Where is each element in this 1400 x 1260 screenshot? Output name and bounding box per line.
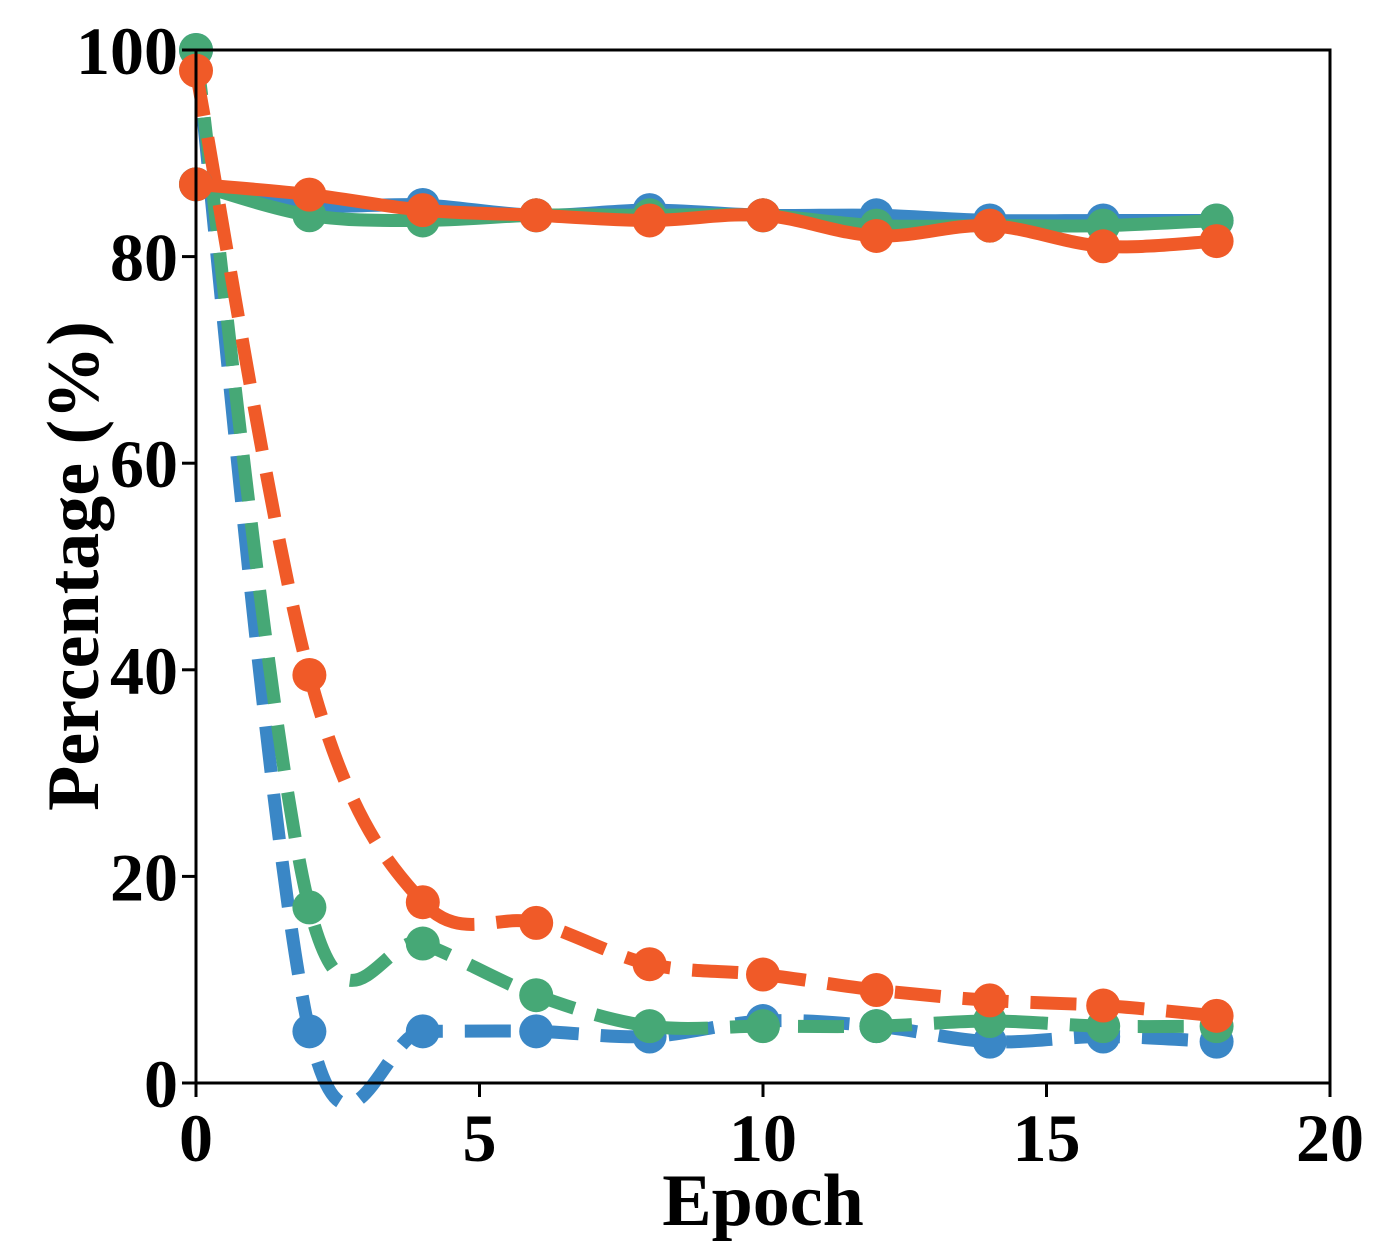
data-point	[292, 657, 327, 692]
x-tick-label: 15	[1013, 1100, 1081, 1176]
x-axis-ticks: 0 5 10 15 20	[179, 1083, 1364, 1176]
series-layer	[179, 33, 1234, 1111]
series-4-dashed	[179, 33, 1234, 1044]
series-5-dashed	[179, 53, 1234, 1033]
x-tick-label: 10	[729, 1100, 797, 1176]
y-tick-label: 60	[110, 426, 178, 502]
y-tick-label: 0	[144, 1046, 178, 1122]
data-point	[632, 1009, 667, 1044]
data-point	[405, 885, 440, 920]
y-tick-label: 80	[110, 220, 178, 296]
data-point	[859, 218, 894, 253]
data-point	[1199, 998, 1234, 1033]
y-axis-ticks: 0 20 40 60 80 100	[76, 13, 196, 1122]
series-line	[189, 69, 1218, 1023]
series-line	[189, 49, 1217, 1111]
data-point	[859, 1009, 894, 1044]
x-tick-label: 20	[1296, 1100, 1364, 1176]
data-point	[292, 1014, 327, 1049]
data-point	[1199, 224, 1234, 259]
data-point	[632, 203, 667, 238]
data-point	[746, 1009, 780, 1044]
data-point	[632, 947, 667, 982]
x-tick-label: 0	[179, 1100, 213, 1176]
data-point	[972, 208, 1007, 243]
data-point	[405, 193, 440, 228]
data-point	[519, 1014, 554, 1049]
data-point	[859, 973, 894, 1008]
data-point	[292, 890, 327, 925]
x-axis-title: Epoch	[662, 1160, 864, 1242]
data-point	[1086, 988, 1121, 1023]
data-point	[519, 198, 554, 233]
y-axis-title: Percentage (%)	[33, 321, 115, 811]
y-tick-label: 20	[110, 839, 178, 915]
y-tick-label: 40	[110, 633, 178, 709]
x-tick-label: 5	[463, 1100, 497, 1176]
data-point	[519, 905, 554, 940]
data-point	[746, 198, 780, 233]
data-point	[1086, 229, 1121, 264]
data-point	[405, 926, 440, 961]
data-point	[292, 177, 327, 212]
data-point	[746, 957, 780, 992]
series-2-solid	[179, 167, 1234, 264]
series-line	[195, 177, 1217, 254]
y-tick-label: 100	[76, 13, 178, 89]
data-point	[519, 978, 554, 1013]
data-point	[972, 983, 1007, 1018]
data-point	[405, 1014, 440, 1049]
series-line	[189, 49, 1217, 1035]
